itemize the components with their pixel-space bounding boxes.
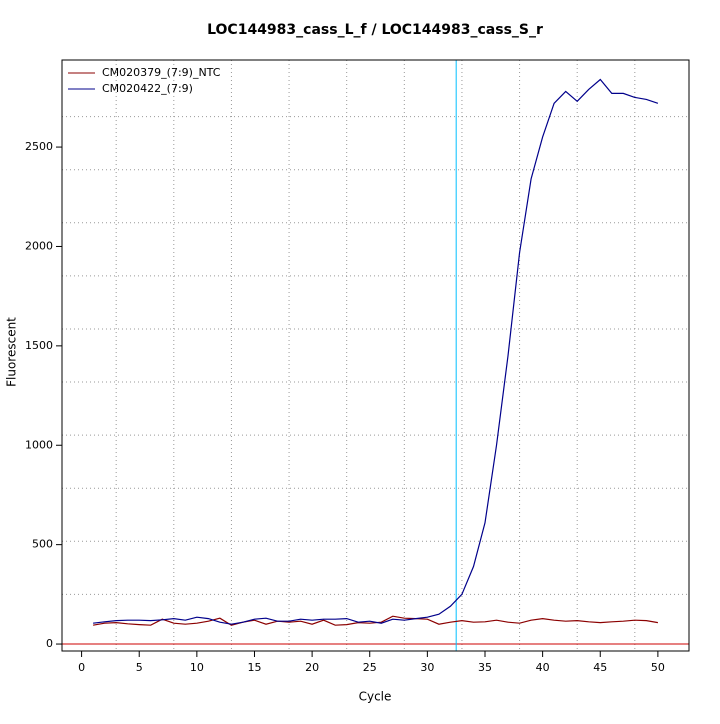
chart-title: LOC144983_cass_L_f / LOC144983_cass_S_r [207,22,543,38]
x-tick-label: 0 [78,661,85,674]
x-tick-label: 20 [305,661,319,674]
y-tick-label: 2500 [25,140,53,153]
y-tick-label: 2000 [25,239,53,252]
y-tick-label: 1500 [25,339,53,352]
plot-frame [61,59,690,652]
x-tick-label: 40 [536,661,550,674]
x-tick-label: 25 [363,661,377,674]
x-tick-label: 5 [136,661,143,674]
x-tick-label: 10 [190,661,204,674]
legend-label: CM020422_(7:9) [102,82,193,95]
y-tick-label: 0 [46,637,53,650]
legend-label: CM020379_(7:9)_NTC [102,66,221,79]
x-axis-label: Cycle [359,690,392,704]
y-axis-label: Fluorescent [5,317,19,387]
x-tick-label: 50 [651,661,665,674]
y-tick-label: 500 [32,538,53,551]
y-tick-label: 1000 [25,438,53,451]
x-tick-label: 35 [478,661,492,674]
x-tick-label: 45 [593,661,607,674]
x-tick-label: 15 [247,661,261,674]
x-tick-label: 30 [420,661,434,674]
series-line [93,78,659,625]
